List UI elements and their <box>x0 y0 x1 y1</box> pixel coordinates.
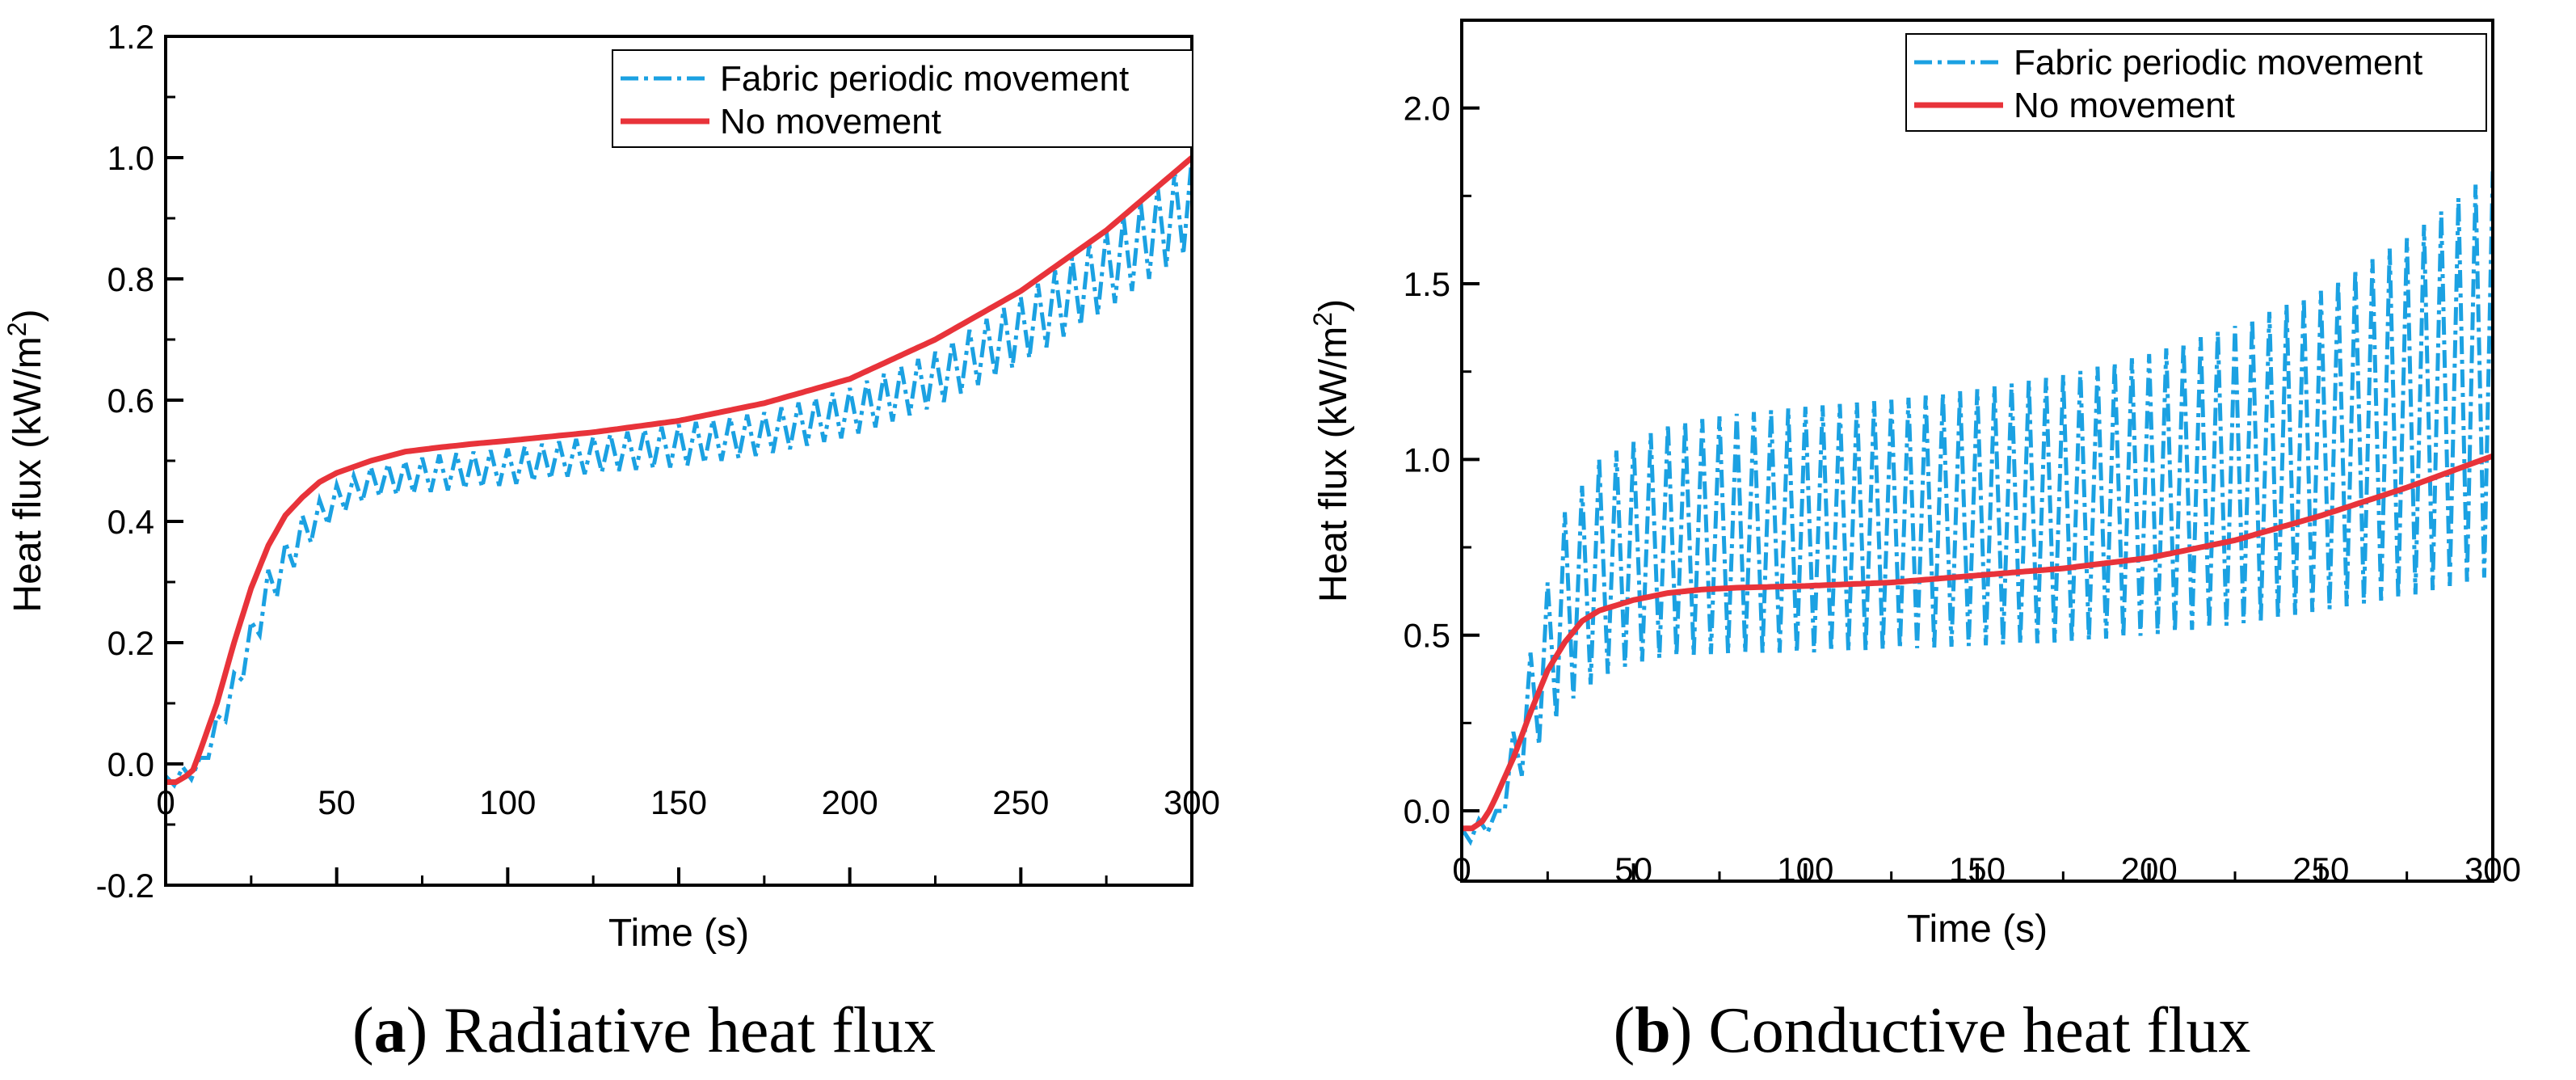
chart-a-xtick-label-2: 100 <box>479 783 536 821</box>
chart-a-legend-box <box>612 49 1193 148</box>
chart-a-ytick-label-7: 1.2 <box>107 18 154 56</box>
chart-a-ytick-label-2: 0.2 <box>107 624 154 662</box>
chart-b-ytick-label-2: 1.0 <box>1404 441 1450 479</box>
chart-a-series-fabric-line <box>166 157 1192 789</box>
chart-b-svg: 0 50 100 150 200 250 300 0.0 0.5 1.0 1.5 2.0 Time (s… <box>1308 19 2521 951</box>
chart-b-xtick-label-2: 100 <box>1777 850 1833 888</box>
chart-panel-a: 0 50 100 150 200 250 300 -0.2 0.0 0.2 0.4 0.6 0.8 1.0… <box>2 18 1220 1066</box>
chart-b-legend-label-fabric: Fabric periodic movement <box>2014 43 2422 82</box>
chart-b-ylabel-main: Heat flux (kW/m <box>1312 327 1355 602</box>
chart-b-series-fabric-line <box>1462 171 2493 846</box>
chart-b-xlabel: Time (s) <box>1907 908 2048 951</box>
chart-a-plot-frame <box>164 35 1193 887</box>
chart-a-ytick-label-3: 0.4 <box>107 503 154 541</box>
chart-a-ytick-label-5: 0.8 <box>107 260 154 298</box>
chart-a-ylabel: Heat flux (kW/m2) <box>2 309 49 612</box>
caption-b-letter: b <box>1635 995 1671 1066</box>
chart-a-xtick-label-3: 150 <box>650 783 707 821</box>
chart-b-xtick-label-6: 300 <box>2464 850 2521 888</box>
chart-b-legend-label-no-movement: No movement <box>2014 86 2235 125</box>
chart-a-ytick-label-0: -0.2 <box>96 867 154 905</box>
chart-a-legend-label-no-movement: No movement <box>720 102 941 141</box>
chart-b-ytick-label-1: 0.5 <box>1404 617 1450 655</box>
chart-a-xtick-label-5: 250 <box>992 783 1049 821</box>
chart-a-ytick-label-6: 1.0 <box>107 139 154 177</box>
chart-a-legend-label-fabric: Fabric periodic movement <box>720 59 1129 99</box>
chart-a-ylabel-end: ) <box>6 309 49 322</box>
chart-a-ylabel-main: Heat flux (kW/m <box>6 336 49 612</box>
caption-a-letter: a <box>373 995 406 1066</box>
chart-a-svg: 0 50 100 150 200 250 300 -0.2 0.0 0.2 0.4 0.6 0.8 1.0… <box>2 18 1220 955</box>
chart-b-xtick-label-3: 150 <box>1949 850 2006 888</box>
chart-a-ytick-label-1: 0.0 <box>107 745 154 783</box>
caption-b-text: Conductive heat flux <box>1708 995 2251 1066</box>
chart-b-legend-box <box>1905 33 2487 132</box>
chart-b-ytick-label-3: 1.5 <box>1404 265 1450 303</box>
caption-a: (a) Radiative heat flux <box>352 995 936 1066</box>
chart-b-ytick-label-0: 0.0 <box>1404 792 1450 830</box>
chart-b-ytick-label-4: 2.0 <box>1404 90 1450 128</box>
chart-b-xtick-label-1: 50 <box>1614 850 1652 888</box>
chart-b-ylabel: Heat flux (kW/m2) <box>1308 299 1355 602</box>
caption-a-text: Radiative heat flux <box>444 995 936 1066</box>
chart-a-xtick-label-1: 50 <box>318 783 356 821</box>
caption-b: (b) Conductive heat flux <box>1613 995 2251 1066</box>
chart-b-ylabel-end: ) <box>1312 299 1355 312</box>
chart-a-ytick-label-4: 0.6 <box>107 382 154 420</box>
chart-a-ylabel-sup: 2 <box>2 322 32 336</box>
chart-b-ylabel-sup: 2 <box>1308 312 1337 327</box>
chart-b-xtick-label-4: 200 <box>2121 850 2178 888</box>
chart-panel-b: 0 50 100 150 200 250 300 0.0 0.5 1.0 1.5 2.0 Time (s… <box>1288 0 2576 1080</box>
chart-b-xtick-label-0: 0 <box>1452 850 1471 888</box>
chart-b-series-no-movement-line <box>1462 453 2493 832</box>
chart-a-xtick-label-0: 0 <box>156 783 175 821</box>
chart-a-xtick-label-6: 300 <box>1164 783 1220 821</box>
chart-a-series-no-movement-line <box>166 155 1192 785</box>
chart-a-xtick-label-4: 200 <box>822 783 878 821</box>
chart-a-xlabel: Time (s) <box>608 912 749 955</box>
chart-b-xtick-label-5: 250 <box>2292 850 2349 888</box>
